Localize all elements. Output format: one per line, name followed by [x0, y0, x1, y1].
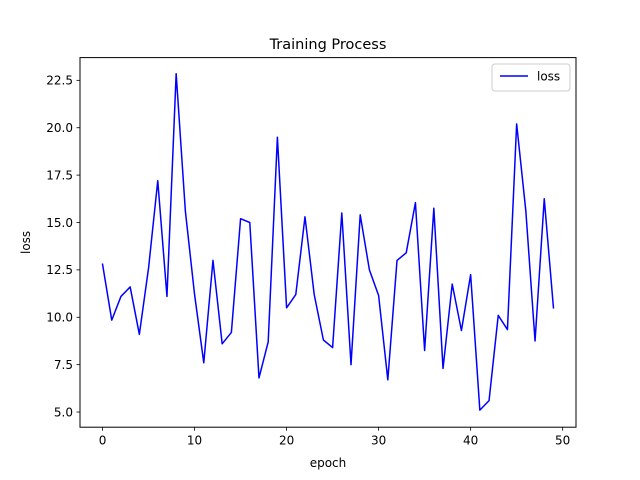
x-tick-label: 0 [99, 434, 107, 448]
y-tick-label: 22.5 [46, 74, 73, 88]
y-axis-label: loss [19, 231, 33, 254]
chart-title: Training Process [269, 37, 387, 53]
legend: loss [491, 63, 571, 92]
y-tick-label: 10.0 [46, 311, 73, 325]
x-tick-label: 50 [555, 434, 570, 448]
legend-label-loss: loss [537, 70, 560, 84]
x-axis-ticks: 0 10 20 30 40 50 [99, 427, 570, 448]
x-axis-label: epoch [310, 456, 347, 470]
series-line-loss [101, 72, 555, 411]
y-tick-label: 17.5 [46, 168, 73, 182]
x-tick-label: 30 [371, 434, 386, 448]
y-tick-label: 12.5 [46, 263, 73, 277]
y-tick-label: 7.5 [54, 358, 73, 372]
y-axis-ticks: 5.0 7.5 10.0 12.5 15.0 17.5 20.0 22.5 [46, 74, 80, 419]
y-tick-label: 5.0 [54, 405, 73, 419]
x-tick-label: 40 [463, 434, 478, 448]
y-tick-label: 20.0 [46, 121, 73, 135]
plot-area-frame [79, 57, 577, 428]
series-layer [101, 72, 555, 411]
x-tick-label: 10 [187, 434, 202, 448]
y-tick-label: 15.0 [46, 216, 73, 230]
x-tick-label: 20 [279, 434, 294, 448]
legend-box [491, 63, 571, 92]
